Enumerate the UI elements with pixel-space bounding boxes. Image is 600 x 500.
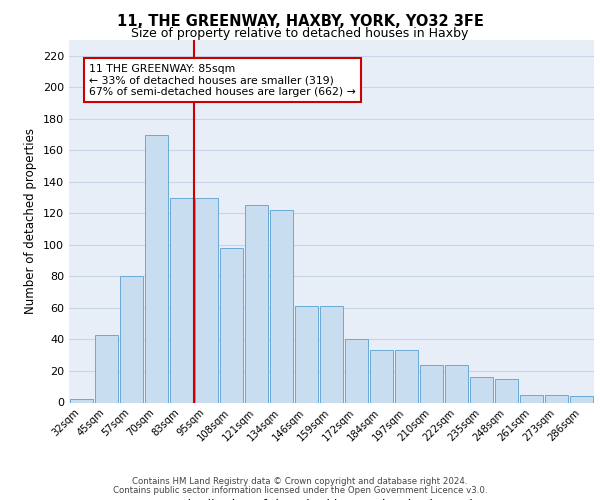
Bar xyxy=(70,400,93,402)
Bar xyxy=(570,396,593,402)
Bar xyxy=(370,350,393,403)
Bar xyxy=(395,350,418,403)
Bar xyxy=(545,394,568,402)
Bar xyxy=(470,378,493,402)
Bar xyxy=(320,306,343,402)
Bar xyxy=(420,364,443,403)
Bar xyxy=(95,334,118,402)
Y-axis label: Number of detached properties: Number of detached properties xyxy=(25,128,37,314)
Bar xyxy=(170,198,193,402)
Bar xyxy=(345,340,368,402)
Bar xyxy=(220,248,243,402)
Bar xyxy=(195,198,218,402)
Bar xyxy=(295,306,318,402)
Bar xyxy=(445,364,468,403)
Bar xyxy=(120,276,143,402)
Bar xyxy=(270,210,293,402)
Bar xyxy=(245,206,268,402)
X-axis label: Distribution of detached houses by size in Haxby: Distribution of detached houses by size … xyxy=(178,498,485,500)
Text: Size of property relative to detached houses in Haxby: Size of property relative to detached ho… xyxy=(131,28,469,40)
Text: Contains HM Land Registry data © Crown copyright and database right 2024.: Contains HM Land Registry data © Crown c… xyxy=(132,478,468,486)
Bar xyxy=(520,394,543,402)
Bar xyxy=(495,379,518,402)
Text: 11 THE GREENWAY: 85sqm
← 33% of detached houses are smaller (319)
67% of semi-de: 11 THE GREENWAY: 85sqm ← 33% of detached… xyxy=(89,64,356,97)
Text: 11, THE GREENWAY, HAXBY, YORK, YO32 3FE: 11, THE GREENWAY, HAXBY, YORK, YO32 3FE xyxy=(116,14,484,29)
Text: Contains public sector information licensed under the Open Government Licence v3: Contains public sector information licen… xyxy=(113,486,487,495)
Bar xyxy=(145,134,168,402)
